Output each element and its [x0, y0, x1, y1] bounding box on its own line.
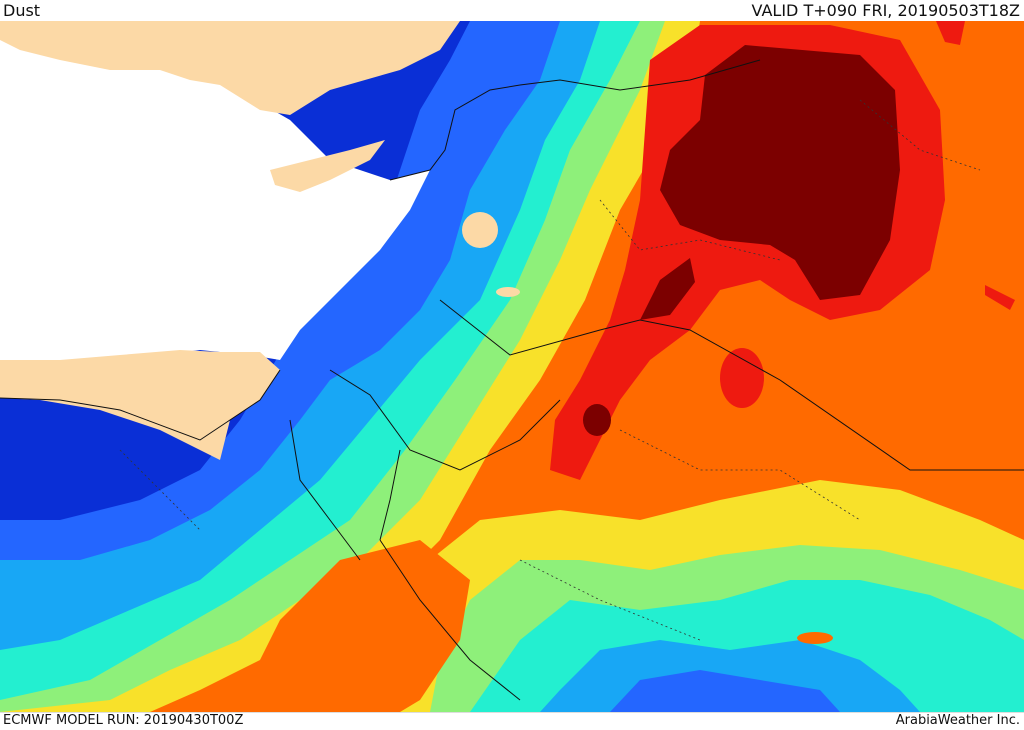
border-turkey-syria	[519, 59, 761, 91]
land-beige-spot-2	[496, 287, 520, 297]
border-egypt-israel	[329, 369, 561, 471]
header-bar: Dust VALID T+090 FRI, 20190503T18Z	[0, 0, 1024, 21]
land-beige-north	[0, 21, 460, 115]
dust-level-orange-sw	[250, 540, 470, 712]
footer-bar: ECMWF MODEL RUN: 20190430T00Z ArabiaWeat…	[0, 712, 1024, 730]
dust-level-darkred-core	[660, 45, 900, 300]
dust-forecast-map	[0, 21, 1024, 712]
dust-level-red-spot-east	[720, 348, 764, 408]
credit-label: ArabiaWeather Inc.	[895, 713, 1020, 728]
land-beige-spot-1	[462, 212, 498, 248]
land-beige-cyprus	[270, 140, 385, 192]
red-sea-gulf-aqaba	[379, 449, 401, 541]
coastline-levant	[389, 84, 521, 181]
borders-layer	[0, 59, 1024, 701]
admin-borders-layer	[119, 99, 981, 641]
coastline-egypt	[0, 369, 281, 441]
border-jordan-saudi	[439, 299, 1024, 471]
dust-level-orange-spot-south	[797, 632, 833, 644]
dust-level-darkred-spot-1	[640, 258, 695, 320]
valid-time: VALID T+090 FRI, 20190503T18Z	[751, 1, 1020, 20]
sea-mediterranean	[0, 21, 430, 360]
model-run-label: ECMWF MODEL RUN: 20190430T00Z	[3, 713, 244, 728]
land-beige-egypt-coast	[0, 350, 280, 460]
dust-level-blue-south	[610, 670, 840, 712]
dust-level-red-spot-ne	[985, 285, 1015, 310]
red-sea-gulf-suez	[289, 419, 361, 561]
red-sea-coast	[379, 539, 521, 701]
product-title: Dust	[3, 1, 41, 20]
dust-level-red-spot-ne2	[936, 21, 965, 45]
dust-level-darkred-spot-2	[583, 404, 611, 436]
